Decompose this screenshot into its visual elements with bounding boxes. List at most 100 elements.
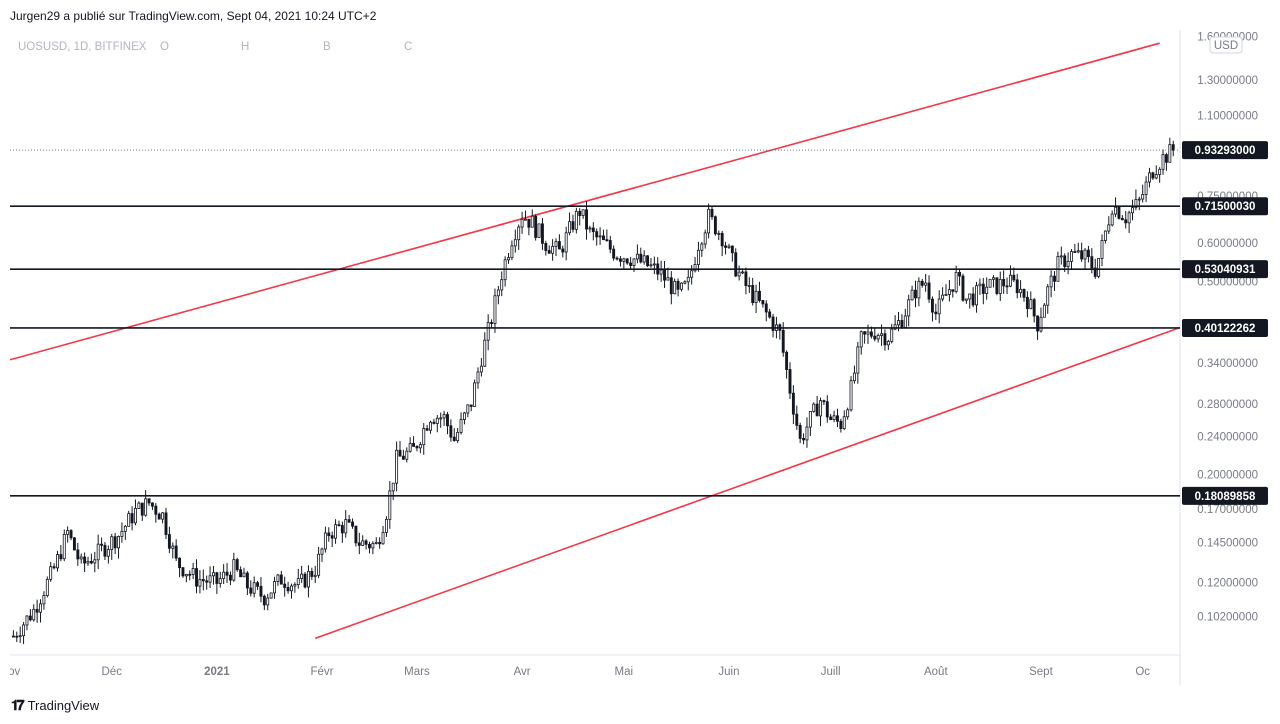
candle-body — [303, 573, 307, 588]
price-chart[interactable]: 1.600000001.300000001.100000000.75000000… — [10, 30, 1270, 685]
candle-body — [1120, 217, 1124, 221]
candle-body — [245, 572, 249, 589]
candle-body — [1080, 250, 1084, 260]
candle-body — [530, 215, 534, 228]
candle-body — [978, 283, 982, 287]
candle-body — [588, 227, 592, 230]
candle-body — [856, 346, 860, 374]
candle-body — [622, 258, 626, 262]
candle-body — [290, 585, 293, 592]
candle-body — [374, 541, 378, 544]
candle-body — [846, 409, 850, 418]
candle-body — [1042, 304, 1046, 318]
candle-body — [476, 371, 480, 384]
candle-body — [212, 572, 215, 577]
candle-body — [1066, 260, 1070, 267]
candle-body — [208, 575, 212, 583]
candle-body — [415, 446, 419, 449]
candle-body — [747, 285, 751, 287]
candle-body — [195, 568, 198, 587]
candle-body — [808, 410, 812, 428]
candle-body — [1039, 316, 1043, 332]
time-axis-label: Mai — [615, 666, 634, 678]
candle-body — [635, 253, 639, 260]
candle-body — [1110, 213, 1114, 226]
candle-body — [561, 248, 565, 253]
candle-body — [1090, 256, 1094, 269]
candle-body — [218, 578, 222, 584]
candle-body — [995, 277, 999, 294]
candle-body — [1161, 154, 1165, 170]
candle-body — [683, 281, 687, 284]
candle-body — [1070, 251, 1073, 262]
publish-header: Jurgen29 a publié sur TradingView.com, S… — [10, 9, 376, 23]
candle-body — [1144, 181, 1148, 195]
candle-body — [849, 380, 853, 411]
candle-body — [737, 271, 741, 277]
candle-body — [696, 249, 700, 265]
tradingview-logo-icon: 𝟏𝟕 — [11, 697, 25, 713]
candle-body — [802, 437, 806, 441]
candle-body — [35, 608, 39, 613]
candle-body — [134, 508, 137, 524]
candle-body — [754, 290, 758, 303]
candle-body — [981, 283, 985, 294]
candle-body — [510, 245, 514, 259]
candle-body — [435, 417, 439, 424]
candle-body — [266, 597, 270, 606]
candle-body — [1171, 144, 1175, 151]
time-axis-label: Avr — [514, 666, 531, 678]
candle-body — [198, 579, 202, 587]
candle-body — [286, 587, 290, 592]
candle-body — [337, 524, 341, 527]
candle-body — [150, 502, 154, 507]
candle-body — [401, 455, 405, 460]
currency-badge: USD — [1214, 40, 1238, 52]
candle-body — [1107, 224, 1111, 232]
candle-body — [188, 573, 192, 576]
candle-body — [500, 279, 504, 291]
level-price-tag — [1182, 318, 1268, 337]
author-name[interactable]: Jurgen29 — [10, 9, 61, 23]
candle-body — [537, 223, 541, 238]
price-axis-label: 0.28000000 — [1197, 399, 1258, 411]
candle-body — [310, 570, 314, 577]
candle-body — [459, 419, 463, 433]
candle-body — [1124, 219, 1128, 224]
footer-brand[interactable]: 𝟏𝟕 TradingView — [11, 697, 99, 714]
candle-body — [602, 235, 605, 241]
candle-body — [951, 289, 955, 292]
candle-body — [890, 328, 894, 342]
candle-body — [432, 421, 436, 424]
candle-body — [1093, 267, 1097, 277]
candle-body — [15, 635, 19, 638]
candle-body — [1164, 154, 1168, 163]
candle-body — [1025, 296, 1029, 310]
candle-body — [368, 543, 371, 549]
candle-body — [659, 269, 663, 275]
candle-body — [283, 583, 287, 588]
candle-body — [703, 232, 707, 245]
level-price-tag — [1182, 260, 1268, 279]
candle-body — [201, 579, 205, 582]
legend-close: C — [404, 41, 412, 53]
candle-body — [378, 541, 382, 545]
time-axis-label: Oc — [1135, 666, 1150, 678]
candle-body — [191, 568, 195, 575]
candle-body — [28, 615, 32, 621]
candle-body — [924, 282, 928, 286]
candle-body — [795, 413, 799, 426]
time-axis-label: Sept — [1029, 666, 1053, 678]
candle-body — [412, 443, 416, 447]
chart-frame[interactable]: 1.600000001.300000001.100000000.75000000… — [10, 30, 1270, 685]
candle-body — [127, 513, 131, 527]
candle-body — [886, 341, 890, 346]
candle-body — [917, 280, 921, 299]
candle-body — [1083, 249, 1087, 260]
candle-body — [225, 571, 229, 576]
candle-body — [1029, 299, 1033, 310]
candle-body — [1086, 249, 1090, 258]
time-axis-label: Févr — [311, 666, 334, 678]
candle-body — [1008, 274, 1012, 287]
candle-body — [174, 545, 178, 559]
